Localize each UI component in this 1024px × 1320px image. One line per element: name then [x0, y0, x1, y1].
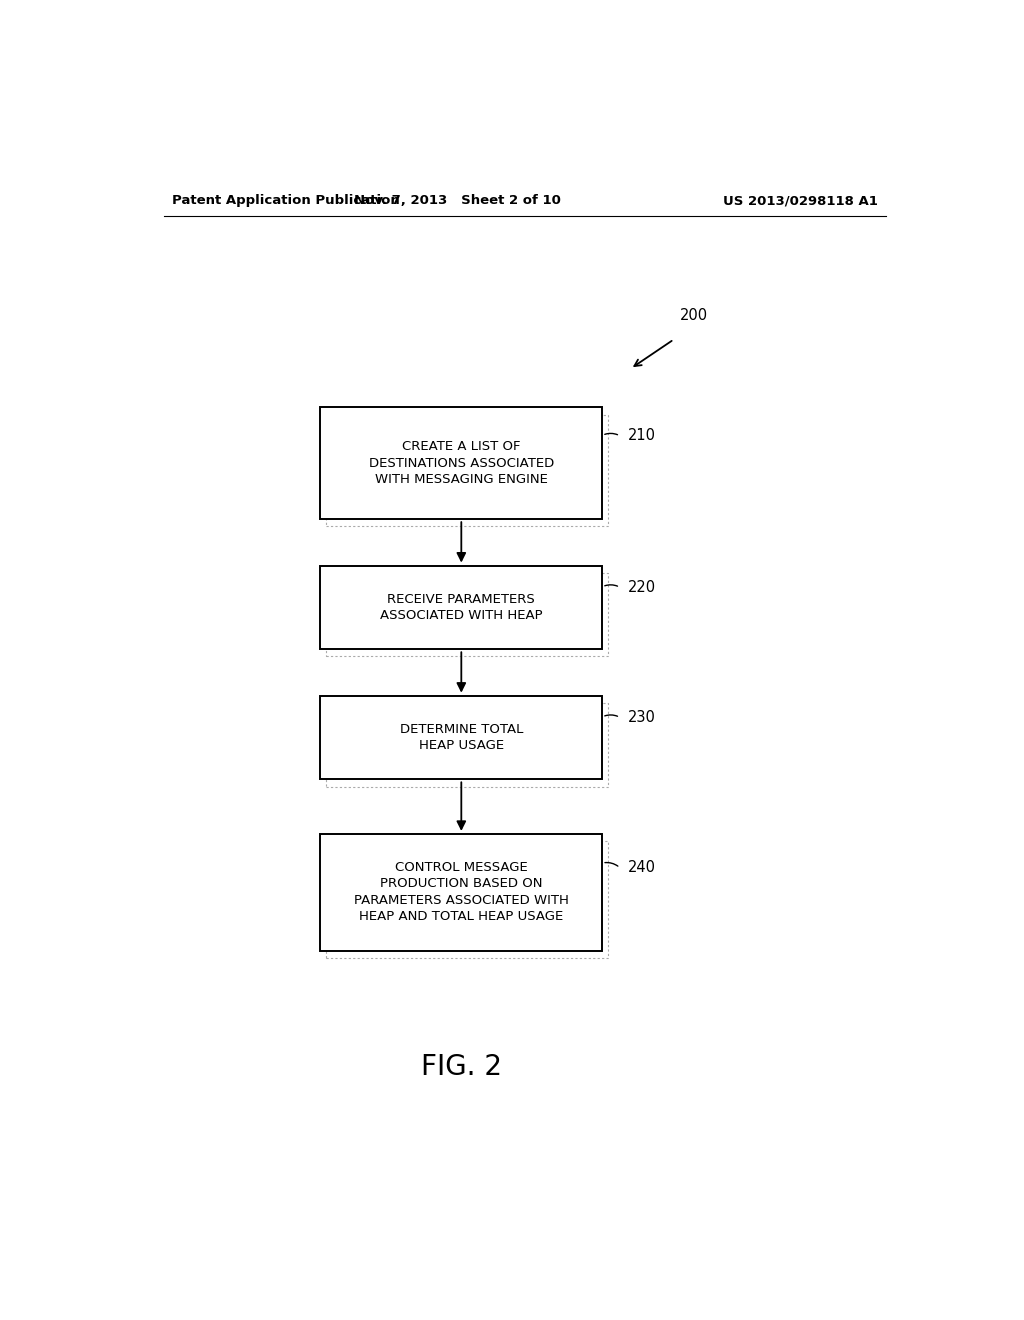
Text: CONTROL MESSAGE
PRODUCTION BASED ON
PARAMETERS ASSOCIATED WITH
HEAP AND TOTAL HE: CONTROL MESSAGE PRODUCTION BASED ON PARA… [354, 861, 568, 924]
Bar [321, 566, 602, 649]
Text: CREATE A LIST OF
DESTINATIONS ASSOCIATED
WITH MESSAGING ENGINE: CREATE A LIST OF DESTINATIONS ASSOCIATED… [369, 441, 554, 486]
Text: FIG. 2: FIG. 2 [421, 1053, 502, 1081]
Text: 230: 230 [628, 710, 655, 725]
Text: Patent Application Publication: Patent Application Publication [172, 194, 399, 207]
Text: DETERMINE TOTAL
HEAP USAGE: DETERMINE TOTAL HEAP USAGE [399, 723, 523, 752]
Bar [321, 408, 602, 519]
Text: US 2013/0298118 A1: US 2013/0298118 A1 [723, 194, 878, 207]
Bar [326, 841, 607, 958]
Text: 210: 210 [628, 429, 656, 444]
Bar [326, 573, 607, 656]
Bar [321, 696, 602, 779]
Text: 240: 240 [628, 861, 656, 875]
Text: 220: 220 [628, 579, 656, 595]
Text: RECEIVE PARAMETERS
ASSOCIATED WITH HEAP: RECEIVE PARAMETERS ASSOCIATED WITH HEAP [380, 593, 543, 623]
Text: 200: 200 [680, 308, 708, 323]
Bar [326, 414, 607, 527]
Text: Nov. 7, 2013   Sheet 2 of 10: Nov. 7, 2013 Sheet 2 of 10 [354, 194, 561, 207]
Bar [326, 704, 607, 787]
Bar [321, 834, 602, 950]
